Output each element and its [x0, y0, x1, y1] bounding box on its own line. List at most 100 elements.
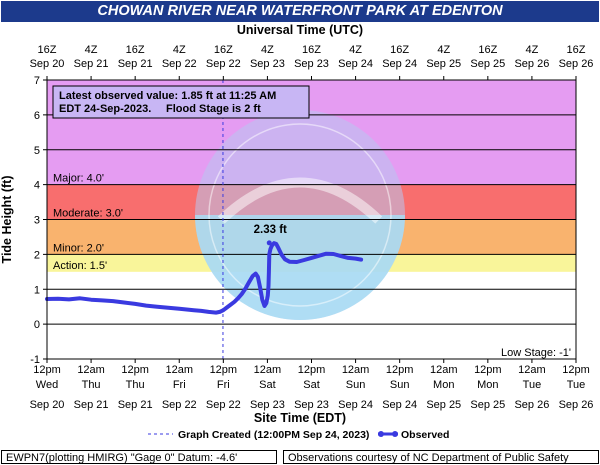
edt-tick-time: 12am [254, 364, 282, 376]
peak-marker [266, 240, 272, 246]
edt-tick-time: 12am [77, 364, 105, 376]
utc-tick-date: Sep 25 [426, 58, 461, 70]
edt-tick-time: 12am [342, 364, 370, 376]
edt-tick-day: Fri [217, 379, 230, 391]
edt-tick-time: 12pm [386, 364, 414, 376]
edt-tick-date: Sep 26 [559, 399, 594, 411]
y-tick-label: 5 [34, 145, 40, 157]
utc-tick-hour: 16Z [478, 44, 497, 56]
axes: -1 0 1 2 3 4 5 6 7 Tide Height (ft) 16Z Sep 20 12pm W… [0, 23, 593, 425]
edt-tick-date: Sep 21 [74, 399, 109, 411]
utc-tick-hour: 16Z [38, 44, 57, 56]
edt-tick-time: 12pm [474, 364, 502, 376]
edt-tick-date: Sep 26 [514, 399, 549, 411]
y-tick-label: 7 [34, 75, 40, 87]
info-box-frame [52, 85, 310, 119]
utc-tick-hour: 16Z [390, 44, 409, 56]
utc-tick-date: Sep 25 [470, 58, 505, 70]
stage-label: Minor: 2.0' [53, 242, 104, 254]
legend-graph-created: Graph Created (12:00PM Sep 24, 2023) [178, 429, 369, 441]
legend: Graph Created (12:00PM Sep 24, 2023) Obse… [148, 429, 449, 441]
legend-observed: Observed [401, 429, 449, 441]
edt-tick-day: Tue [523, 379, 542, 391]
edt-tick-day: Sat [303, 379, 320, 391]
utc-tick-hour: 4Z [85, 44, 98, 56]
top-axis-title: Universal Time (UTC) [237, 23, 363, 37]
utc-tick-date: Sep 23 [250, 58, 285, 70]
utc-tick-date: Sep 24 [338, 58, 373, 70]
observed-series: 2.33 ft [45, 80, 364, 359]
edt-tick-day: Mon [477, 379, 498, 391]
edt-tick-time: 12am [518, 364, 546, 376]
utc-tick-date: Sep 21 [118, 58, 153, 70]
utc-tick-hour: 16Z [302, 44, 321, 56]
info-box: Latest observed value: 1.85 ft at 11:25 … [52, 85, 310, 119]
edt-tick-day: Sun [390, 379, 410, 391]
watermark-lower-half [195, 215, 405, 320]
utc-tick-date: Sep 21 [74, 58, 109, 70]
utc-tick-date: Sep 26 [559, 58, 594, 70]
edt-tick-date: Sep 23 [250, 399, 285, 411]
gridlines [47, 114, 576, 325]
stage-label: Major: 4.0' [53, 173, 104, 185]
edt-tick-day: Thu [82, 379, 101, 391]
edt-tick-date: Sep 22 [206, 399, 241, 411]
stage-label: Moderate: 3.0' [53, 208, 123, 220]
edt-tick-time: 12pm [298, 364, 326, 376]
edt-tick-day: Tue [567, 379, 586, 391]
edt-tick-date: Sep 25 [470, 399, 505, 411]
watermark-bird-arc [217, 177, 383, 224]
edt-tick-time: 12am [430, 364, 458, 376]
footer-datum-note: EWPN7(plotting HMIRG) "Gage 0" Datum: -4… [1, 450, 277, 464]
utc-tick-hour: 16Z [214, 44, 233, 56]
edt-tick-time: 12pm [121, 364, 149, 376]
utc-tick-date: Sep 23 [294, 58, 329, 70]
y-tick-label: 4 [34, 180, 40, 192]
edt-tick-day: Sun [346, 379, 366, 391]
edt-tick-date: Sep 20 [30, 399, 65, 411]
edt-tick-time: 12pm [33, 364, 61, 376]
utc-tick-hour: 16Z [126, 44, 145, 56]
utc-tick-date: Sep 24 [382, 58, 417, 70]
edt-tick-date: Sep 21 [118, 399, 153, 411]
stage-label: Action: 1.5' [53, 260, 107, 272]
legend-observed-dot [392, 431, 398, 437]
utc-tick-date: Sep 22 [162, 58, 197, 70]
low-stage-label: Low Stage: -1' [501, 347, 571, 359]
utc-tick-hour: 4Z [437, 44, 450, 56]
edt-tick-day: Fri [173, 379, 186, 391]
y-tick-label: 2 [34, 249, 40, 261]
edt-tick-date: Sep 23 [294, 399, 329, 411]
y-tick-label: -1 [30, 354, 40, 366]
edt-tick-time: 12am [165, 364, 193, 376]
edt-tick-time: 12pm [562, 364, 590, 376]
legend-observed-dot [378, 431, 384, 437]
utc-tick-hour: 4Z [525, 44, 538, 56]
utc-tick-date: Sep 20 [30, 58, 65, 70]
edt-tick-date: Sep 25 [426, 399, 461, 411]
info-text-line1: Latest observed value: 1.85 ft at 11:25 … [59, 90, 276, 102]
x-axis-label: Site Time (EDT) [254, 411, 346, 425]
chart-title: CHOWAN RIVER NEAR WATERFRONT PARK AT EDE… [1, 1, 599, 22]
utc-tick-hour: 16Z [567, 44, 586, 56]
y-tick-label: 1 [34, 284, 40, 296]
footer-credit: Observations courtesy of NC Department o… [283, 450, 599, 464]
observed-line [45, 241, 364, 315]
utc-tick-hour: 4Z [261, 44, 274, 56]
y-tick-label: 3 [34, 215, 40, 227]
edt-tick-day: Thu [126, 379, 145, 391]
edt-tick-time: 12pm [210, 364, 238, 376]
y-axis-label: Tide Height (ft) [0, 176, 14, 264]
edt-tick-day: Sat [259, 379, 276, 391]
edt-tick-date: Sep 24 [338, 399, 373, 411]
edt-tick-date: Sep 22 [162, 399, 197, 411]
y-tick-label: 0 [34, 319, 40, 331]
info-text-line2: EDT 24-Sep-2023. [59, 103, 151, 115]
watermark-ring [208, 123, 392, 307]
utc-tick-hour: 4Z [349, 44, 362, 56]
peak-label: 2.33 ft [254, 224, 287, 236]
noaa-watermark-icon [195, 110, 405, 320]
edt-tick-date: Sep 24 [382, 399, 417, 411]
edt-tick-day: Wed [36, 379, 58, 391]
